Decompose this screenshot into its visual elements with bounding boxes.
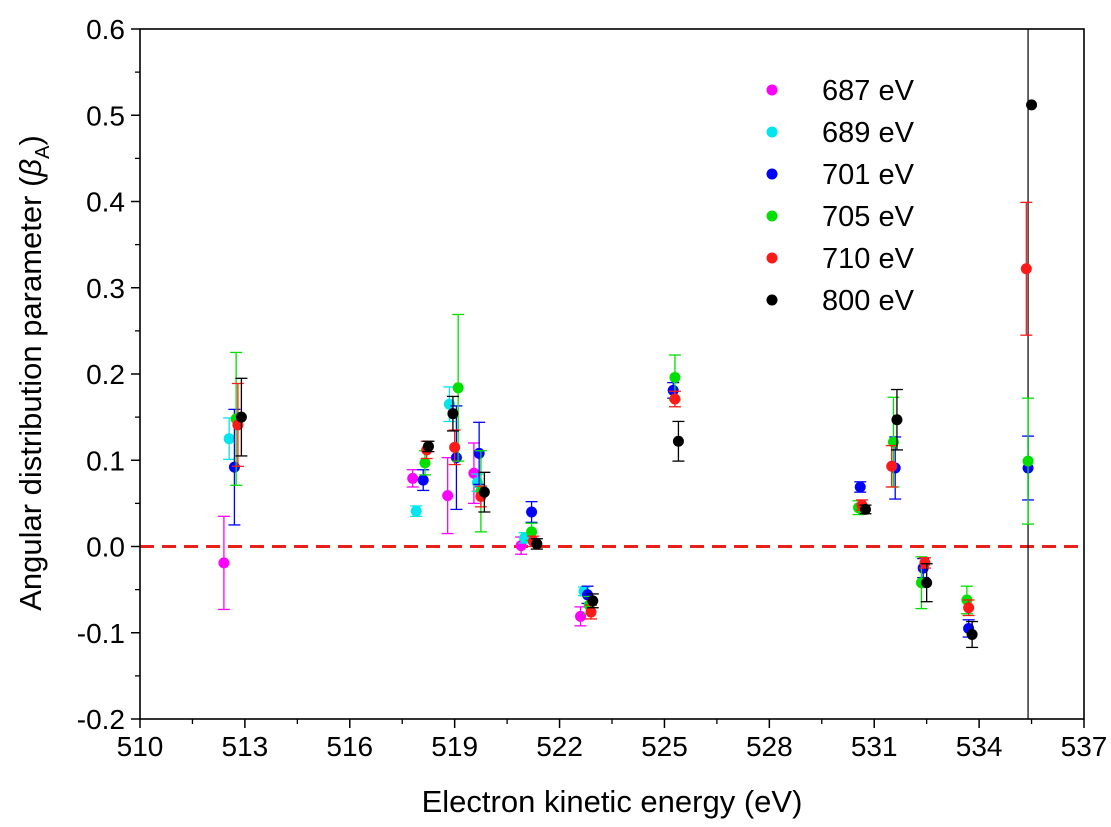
legend-label: 701 eV [822, 159, 915, 191]
data-point [966, 628, 978, 640]
y-axis-label: Angular distribution parameter (βA) [13, 135, 54, 611]
data-point [417, 474, 429, 486]
data-point [235, 411, 247, 423]
x-tick-label: 513 [222, 731, 269, 762]
legend-label: 689 eV [822, 117, 915, 149]
legend-marker [766, 126, 778, 138]
x-tick-label: 531 [851, 731, 898, 762]
x-tick-label: 525 [641, 731, 688, 762]
data-point [443, 398, 455, 410]
data-point [422, 440, 434, 452]
data-point [1026, 99, 1038, 111]
data-point [1020, 263, 1032, 275]
legend-label: 800 eV [822, 285, 915, 317]
data-point [531, 538, 543, 550]
data-point [672, 435, 684, 447]
x-tick-label: 522 [536, 731, 583, 762]
x-axis-label: Electron kinetic energy (eV) [422, 784, 803, 819]
data-point [587, 595, 599, 607]
x-tick-label: 516 [326, 731, 373, 762]
legend-marker [766, 84, 778, 96]
data-point [667, 384, 679, 396]
x-axis-ticks: 510 513 516 519 522 525 528 531 534 537 [117, 719, 1108, 762]
data-point [887, 436, 899, 448]
y-tick-label: -0.2 [77, 704, 125, 735]
data-point [407, 472, 419, 484]
data-point [585, 606, 597, 618]
data-point [478, 486, 490, 498]
data-point [473, 447, 485, 459]
x-tick-label: 528 [746, 731, 793, 762]
y-tick-label: 0.2 [86, 359, 125, 390]
data-point [471, 477, 483, 489]
legend-label: 710 eV [822, 243, 915, 275]
y-tick-label: -0.1 [77, 618, 125, 649]
data-point [859, 503, 871, 515]
y-tick-label: 0.0 [86, 532, 125, 563]
data-point [442, 490, 454, 502]
y-tick-label: 0.5 [86, 100, 125, 131]
data-point [419, 457, 431, 469]
y-tick-label: 0.3 [86, 273, 125, 304]
data-point [921, 577, 933, 589]
legend-label: 687 eV [822, 75, 915, 107]
data-point [854, 481, 866, 493]
data-point [450, 452, 462, 464]
series-5 [235, 99, 1038, 649]
x-tick-label: 519 [431, 731, 478, 762]
y-axis-ticks: -0.2 -0.1 0.0 0.1 0.2 0.3 0.4 0.5 0.6 [77, 14, 140, 735]
data-point [669, 393, 681, 405]
data-point [669, 371, 681, 383]
data-point [449, 441, 461, 453]
legend: 687 eV 689 eV 701 eV 705 eV 710 eV 800 eV [766, 75, 915, 317]
data-point [526, 506, 538, 518]
data-point [218, 557, 230, 569]
data-point [575, 610, 587, 622]
y-tick-label: 0.1 [86, 445, 125, 476]
data-point [228, 461, 240, 473]
data-point [410, 505, 422, 517]
y-tick-label: 0.6 [86, 14, 125, 45]
data-point [886, 460, 898, 472]
x-tick-label: 534 [956, 731, 1003, 762]
data-point [452, 382, 464, 394]
x-tick-label: 537 [1061, 731, 1108, 762]
data-point [468, 467, 480, 479]
legend-marker [766, 168, 778, 180]
data-point [526, 526, 538, 538]
data-point [963, 602, 975, 614]
legend-marker [766, 252, 778, 264]
legend-label: 705 eV [822, 201, 915, 233]
data-point [919, 557, 931, 569]
data-point [1022, 455, 1034, 467]
data-point [891, 414, 903, 426]
legend-marker [766, 294, 778, 306]
legend-marker [766, 210, 778, 222]
data-point [447, 408, 459, 420]
data-point [223, 433, 235, 445]
x-tick-label: 510 [117, 731, 164, 762]
y-tick-label: 0.4 [86, 187, 125, 218]
